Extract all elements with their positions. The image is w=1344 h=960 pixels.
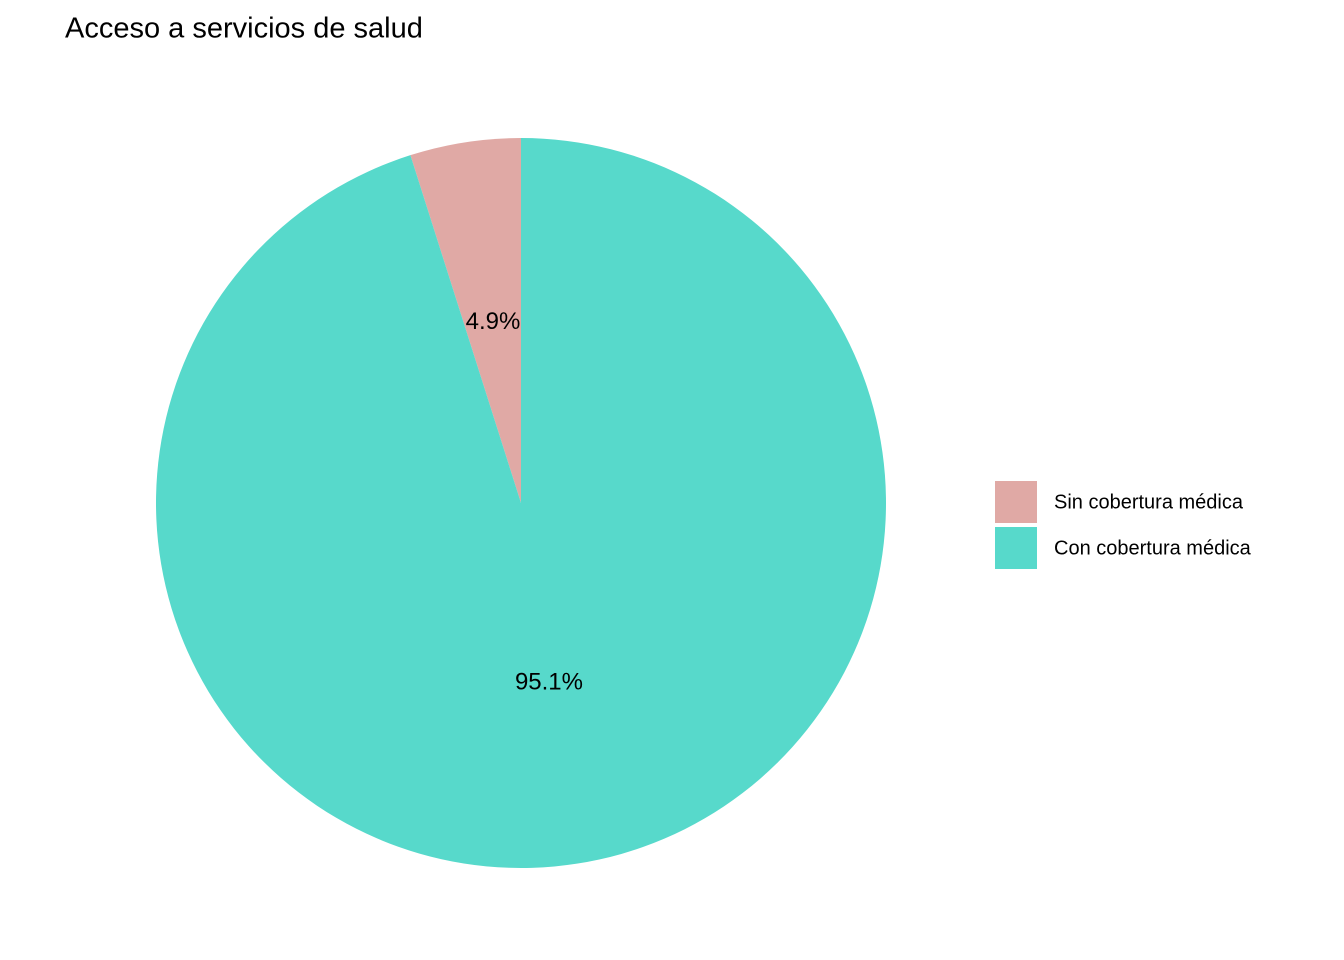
legend-key bbox=[995, 527, 1037, 569]
pie-slice bbox=[410, 138, 521, 503]
data-label: 4.9% bbox=[466, 308, 521, 335]
chart-title: Acceso a servicios de salud bbox=[65, 13, 423, 45]
legend-key bbox=[995, 481, 1037, 523]
pie-slice bbox=[156, 138, 886, 868]
data-label: 95.1% bbox=[515, 669, 583, 696]
legend-label: Sin cobertura médica bbox=[1054, 491, 1244, 513]
legend-label: Con cobertura médica bbox=[1054, 537, 1252, 559]
